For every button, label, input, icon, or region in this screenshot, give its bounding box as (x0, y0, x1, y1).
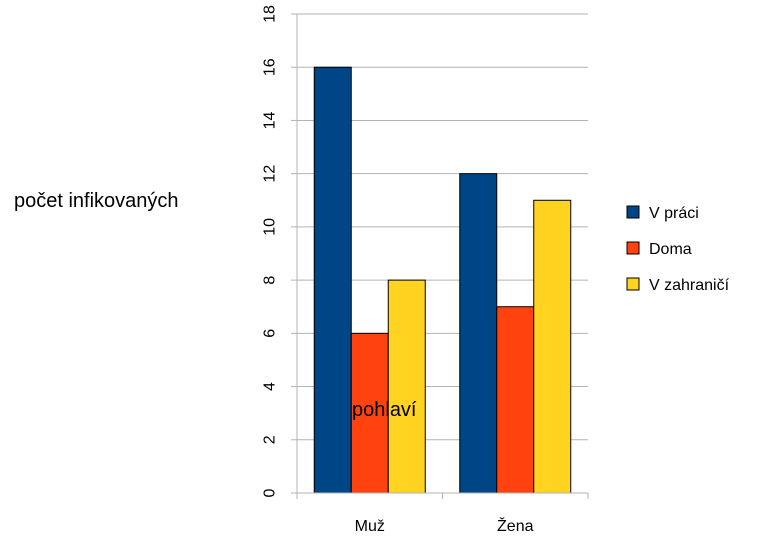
legend-label: V zahraničí (649, 277, 730, 294)
y-tick-label: 8 (262, 276, 279, 285)
bar-3-1 (387, 279, 426, 494)
x-axis-label: pohlaví (352, 399, 417, 421)
legend-label: V práci (649, 205, 699, 222)
legend-swatch (626, 205, 640, 219)
legend-label: Doma (649, 241, 692, 258)
bar-1-1 (313, 66, 352, 494)
y-tick-labels: 0 2 4 6 8 10 12 14 16 18 (262, 5, 279, 497)
y-tick-label: 2 (262, 435, 279, 444)
bar-3-2 (533, 199, 572, 494)
bar-2-2 (496, 306, 535, 494)
y-tick-label: 18 (262, 5, 279, 23)
bars (313, 66, 572, 494)
y-tick-label: 10 (262, 218, 279, 236)
y-tick-label: 16 (262, 58, 279, 76)
x-tick-labels: Muž Žena (355, 516, 534, 535)
y-tick-label: 0 (262, 488, 279, 497)
y-tick-label: 6 (262, 329, 279, 338)
legend-swatch (626, 277, 640, 291)
x-tick-label: Muž (355, 518, 385, 535)
legend: V práci Doma V zahraničí (626, 205, 730, 294)
y-tick-label: 4 (262, 382, 279, 391)
y-tick-label: 12 (262, 165, 279, 183)
axes (296, 14, 588, 494)
bar-1-2 (459, 173, 498, 494)
y-axis-label: počet infikovaných (14, 190, 179, 212)
x-tick-label: Žena (497, 516, 534, 535)
legend-swatch (626, 241, 640, 255)
y-tick-label: 14 (262, 111, 279, 129)
bar-2-1 (350, 332, 389, 494)
